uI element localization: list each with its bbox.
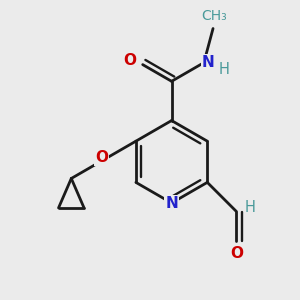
Text: O: O <box>230 246 243 261</box>
Text: CH₃: CH₃ <box>201 9 227 23</box>
Text: N: N <box>165 196 178 211</box>
Text: H: H <box>245 200 256 215</box>
Text: N: N <box>201 55 214 70</box>
Text: O: O <box>95 150 108 165</box>
Text: H: H <box>219 62 230 77</box>
Text: O: O <box>123 53 136 68</box>
